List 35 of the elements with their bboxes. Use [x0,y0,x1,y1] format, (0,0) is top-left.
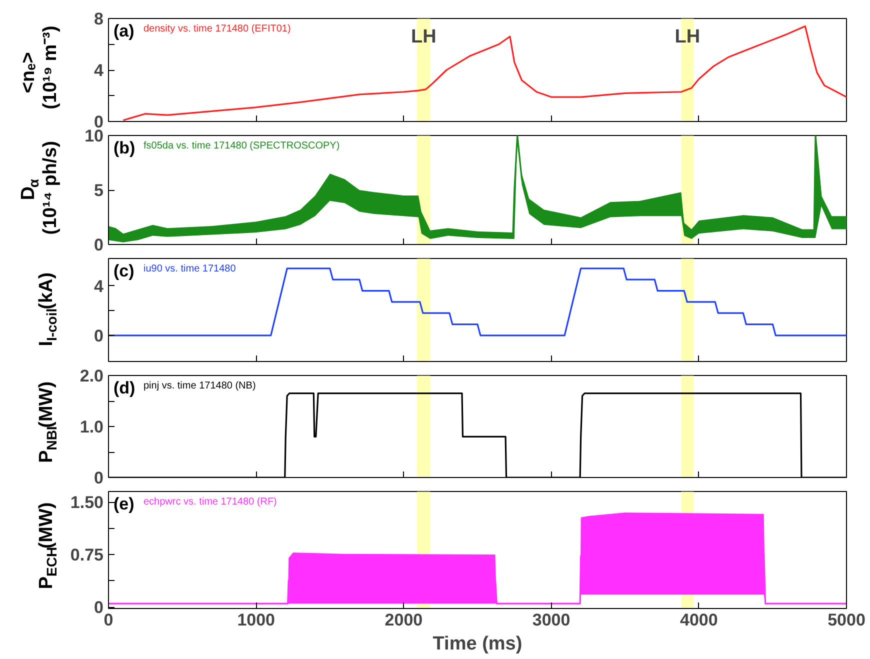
y-tick-label: 5 [94,181,104,200]
y-tick-label: 0 [94,236,104,254]
y-tick-label: 1.0 [80,418,104,436]
y-tick-label: 0 [94,598,104,618]
y-tick-label: 10 [84,126,104,146]
annotation: fs05da vs. time 171480 (SPECTROSCOPY) [144,140,340,152]
annotation: (b) [114,138,136,158]
x-tick-label: 4000 [680,610,718,630]
y-tick-label: 4 [94,276,104,296]
x-tick-label: 2000 [384,610,423,630]
annotation: density vs. time 171480 (EFIT01) [144,24,291,34]
x-tick-label: 3000 [532,610,570,630]
annotation: iu90 vs. time 171480 [144,264,236,274]
y-tick-label: 1.50 [70,493,104,512]
y-axis-title: <nₑ> (10¹⁹ m⁻³) [18,26,61,110]
annotation: (d) [114,378,136,398]
annotation: (e) [114,494,134,514]
y-tick-label: 2.0 [80,366,104,386]
y-tick-label: 4 [94,61,104,80]
x-tick-label: 1000 [237,610,276,630]
annotation: pinj vs. time 171480 (NB) [144,380,256,392]
band-label: LH [674,26,700,48]
annotation: echpwrc vs. time 171480 (RF) [144,496,277,508]
x-axis-title: Time (ms) [432,634,522,654]
annotation: (c) [114,262,134,280]
y-tick-label: 8 [94,10,104,28]
band-label: LH [410,26,436,48]
annotation: (a) [114,22,134,40]
y-axis-title: PNBI(MW) [36,381,60,463]
y-axis-title: PECH(MW) [36,502,60,590]
y-tick-label: 0 [94,468,104,488]
y-axis-title: II-coil(kA) [36,272,60,346]
y-tick-label: 0 [94,326,104,346]
x-tick-label: 5000 [828,610,866,630]
y-tick-label: 0.75 [70,546,104,565]
